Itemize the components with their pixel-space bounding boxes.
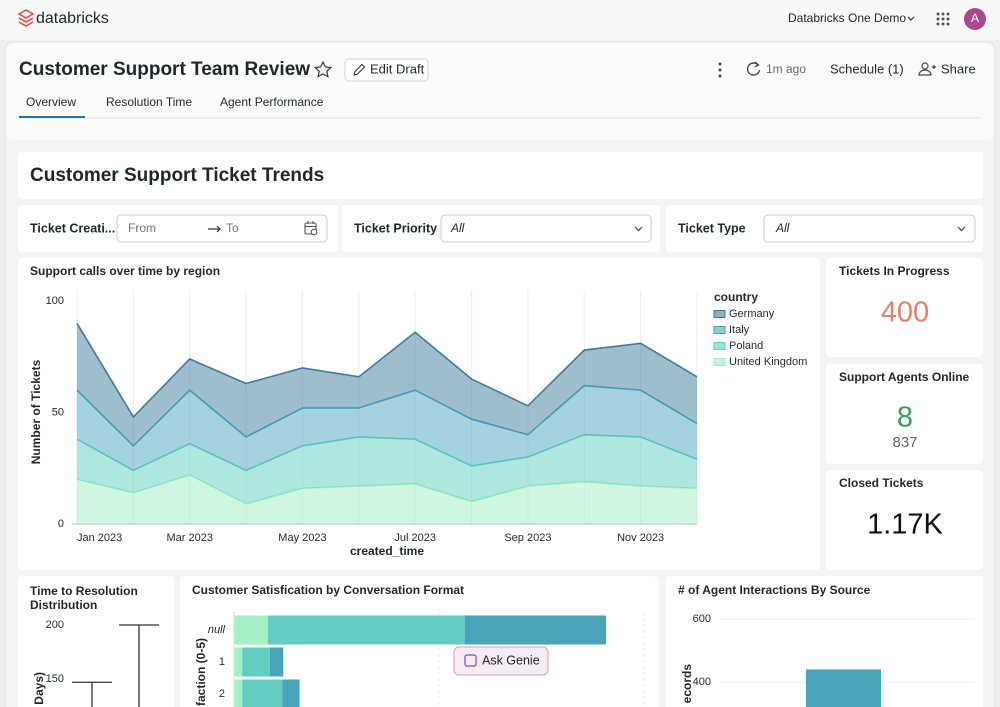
- x-tick-label: Jul 2023: [394, 532, 436, 544]
- date-to-placeholder: To: [226, 221, 239, 235]
- filter-label: Ticket Priority: [354, 221, 437, 235]
- bar-segment: [234, 648, 242, 677]
- chart-title: # of Agent Interactions By Source: [678, 583, 871, 597]
- y-tick-label: 50: [52, 406, 64, 418]
- x-tick-label: May 2023: [278, 532, 326, 544]
- y-axis-label: Days): [32, 672, 46, 705]
- dashboard-title: Customer Support Team Review: [19, 59, 310, 80]
- select-value: All: [775, 221, 790, 235]
- chart-title: Customer Satisfication by Conversation F…: [192, 583, 464, 597]
- apps-icon[interactable]: [937, 13, 950, 26]
- y-tick-label: null: [208, 624, 226, 636]
- tab[interactable]: Resolution Time: [106, 95, 192, 109]
- bar-segment: [268, 616, 465, 645]
- kpi-title: Closed Tickets: [839, 476, 924, 490]
- legend-title: country: [714, 290, 758, 304]
- x-tick-label: Jan 2023: [77, 532, 122, 544]
- ask-genie-label: Ask Genie: [482, 653, 540, 667]
- kpi-value: 8: [897, 402, 913, 434]
- kpi-value: 1.17K: [867, 509, 943, 541]
- filter-label: Ticket Type: [678, 221, 746, 235]
- section-title: Customer Support Ticket Trends: [30, 165, 324, 186]
- y-tick-label: 200: [46, 619, 64, 631]
- x-tick-label: Mar 2023: [166, 532, 212, 544]
- bar-segment: [270, 648, 283, 677]
- priority-select[interactable]: [441, 215, 651, 242]
- schedule-button[interactable]: Schedule (1): [830, 61, 904, 76]
- y-tick-label: 150: [46, 673, 64, 685]
- type-select[interactable]: [764, 215, 975, 242]
- bar-segment: [242, 648, 270, 677]
- ask-genie-button[interactable]: Ask Genie: [454, 647, 548, 675]
- bar-segment: [465, 616, 606, 645]
- legend-swatch: [714, 311, 725, 318]
- y-tick-label: 1: [219, 656, 225, 668]
- tab[interactable]: Overview: [26, 95, 76, 109]
- avatar-letter: A: [971, 11, 979, 25]
- edit-draft-label: Edit Draft: [370, 61, 425, 76]
- y-tick-label: 2: [219, 688, 225, 700]
- brand: databricks: [36, 10, 109, 27]
- bar-segment: [234, 680, 242, 707]
- kpi-comparison: 837: [892, 434, 917, 451]
- filter-label: Ticket Creati...: [30, 221, 115, 235]
- y-tick-label: 600: [693, 613, 711, 625]
- bar-segment: [234, 616, 268, 645]
- header-area: [6, 43, 994, 140]
- more-menu[interactable]: [719, 63, 722, 78]
- active-tab-indicator: [19, 116, 85, 118]
- y-tick-label: 100: [46, 295, 64, 307]
- legend-label: Germany: [729, 308, 775, 320]
- tab[interactable]: Agent Performance: [220, 95, 324, 109]
- y-tick-label: 0: [58, 518, 64, 530]
- x-tick-label: Nov 2023: [617, 532, 664, 544]
- y-axis-label: Number of Tickets: [29, 359, 43, 464]
- legend-swatch: [714, 327, 725, 334]
- kpi-value: 400: [881, 297, 929, 329]
- refreshed-time: 1m ago: [766, 62, 806, 76]
- x-axis-label: created_time: [350, 544, 424, 558]
- chart-title: Support calls over time by region: [30, 264, 220, 278]
- y-tick-label: 400: [693, 676, 711, 688]
- legend-label: Poland: [729, 340, 763, 352]
- share-button[interactable]: Share: [941, 61, 976, 76]
- bar: [806, 669, 881, 707]
- bar-segment: [282, 680, 299, 707]
- bar-segment: [242, 680, 282, 707]
- y-axis-label: faction (0-5): [194, 638, 208, 706]
- legend-label: United Kingdom: [729, 356, 807, 368]
- legend-swatch: [714, 343, 725, 350]
- legend-swatch: [714, 359, 725, 366]
- kpi-title: Support Agents Online: [839, 370, 970, 384]
- kpi-title: Tickets In Progress: [839, 264, 950, 278]
- x-tick-label: Sep 2023: [504, 532, 551, 544]
- date-from-placeholder: From: [128, 221, 156, 235]
- workspace-switcher[interactable]: Databricks One Demo: [788, 11, 906, 25]
- chart-title: Time to Resolution Distribution: [30, 584, 155, 612]
- legend-label: Italy: [729, 324, 750, 336]
- select-value: All: [450, 221, 465, 235]
